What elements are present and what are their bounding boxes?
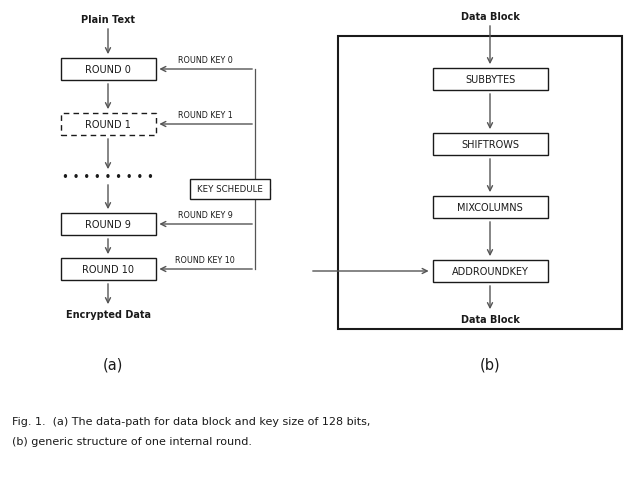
Text: Fig. 1.  (a) The data-path for data block and key size of 128 bits,: Fig. 1. (a) The data-path for data block… [12, 416, 371, 426]
Bar [433, 197, 547, 219]
Text: MIXCOLUMNS: MIXCOLUMNS [457, 203, 523, 213]
Text: ROUND 10: ROUND 10 [82, 264, 134, 274]
Text: • • • • • • • • •: • • • • • • • • • [62, 171, 154, 184]
Text: Data Block: Data Block [461, 12, 520, 22]
Text: Plain Text: Plain Text [81, 15, 135, 25]
Bar [61, 59, 156, 81]
Text: (b) generic structure of one internal round.: (b) generic structure of one internal ro… [12, 436, 252, 446]
Bar [433, 261, 547, 283]
Text: (b): (b) [480, 357, 500, 372]
Text: ROUND 9: ROUND 9 [85, 220, 131, 229]
Bar [61, 214, 156, 236]
Bar [338, 37, 622, 329]
Text: KEY SCHEDULE: KEY SCHEDULE [197, 185, 263, 194]
Text: Encrypted Data: Encrypted Data [65, 309, 150, 319]
Text: ROUND 0: ROUND 0 [85, 65, 131, 75]
Bar [433, 69, 547, 91]
Text: ADDROUNDKEY: ADDROUNDKEY [452, 266, 529, 276]
Text: ROUND KEY 10: ROUND KEY 10 [175, 256, 235, 265]
Bar [190, 180, 270, 200]
Text: ROUND KEY 0: ROUND KEY 0 [178, 57, 232, 65]
Bar [61, 114, 156, 136]
Text: SUBBYTES: SUBBYTES [465, 75, 515, 85]
Text: ROUND KEY 1: ROUND KEY 1 [178, 111, 232, 120]
Bar [61, 259, 156, 281]
Bar [433, 134, 547, 156]
Text: SHIFTROWS: SHIFTROWS [461, 140, 519, 150]
Text: Data Block: Data Block [461, 314, 520, 325]
Text: (a): (a) [103, 357, 123, 372]
Text: ROUND 1: ROUND 1 [85, 120, 131, 130]
Text: ROUND KEY 9: ROUND KEY 9 [178, 211, 233, 220]
